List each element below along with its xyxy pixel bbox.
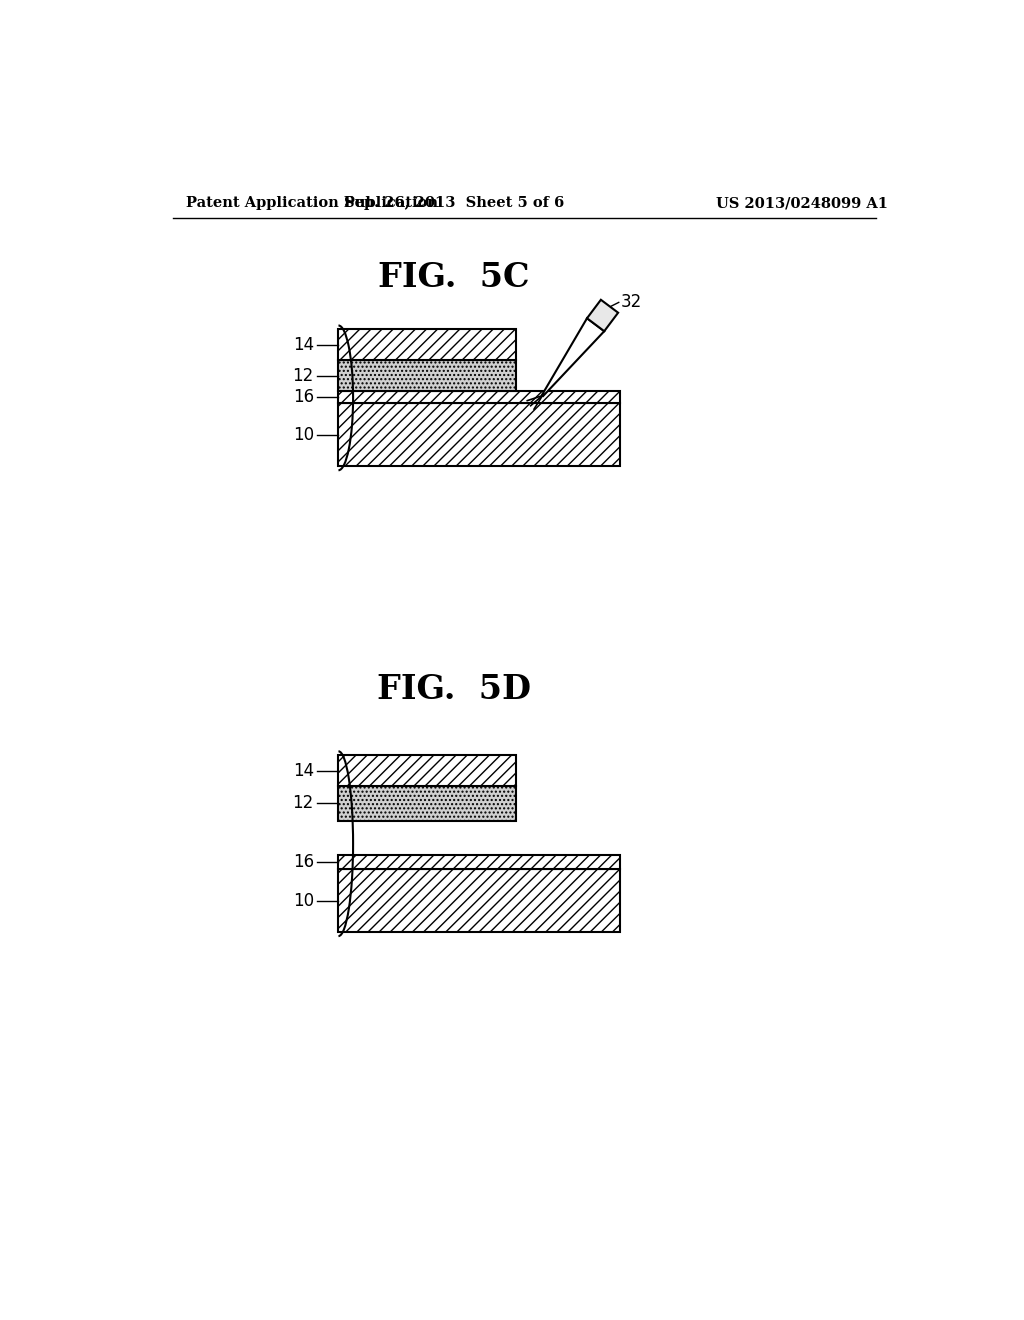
Text: 14: 14 xyxy=(293,335,313,354)
Text: 16: 16 xyxy=(293,388,313,407)
Text: Sep. 26, 2013  Sheet 5 of 6: Sep. 26, 2013 Sheet 5 of 6 xyxy=(344,197,564,210)
Polygon shape xyxy=(587,300,618,331)
Bar xyxy=(339,855,620,869)
Text: FIG.  5C: FIG. 5C xyxy=(378,261,529,294)
Bar xyxy=(339,869,620,932)
Text: 12: 12 xyxy=(293,795,313,812)
Bar xyxy=(339,785,515,821)
Text: 10: 10 xyxy=(293,892,313,909)
Text: US 2013/0248099 A1: US 2013/0248099 A1 xyxy=(716,197,888,210)
Polygon shape xyxy=(542,318,604,396)
Bar xyxy=(339,755,515,785)
Text: 12: 12 xyxy=(293,367,313,384)
Text: Patent Application Publication: Patent Application Publication xyxy=(186,197,438,210)
Text: 10: 10 xyxy=(293,426,313,444)
Text: FIG.  5D: FIG. 5D xyxy=(377,673,531,706)
Text: 16: 16 xyxy=(293,853,313,871)
Bar xyxy=(339,404,620,466)
Bar xyxy=(339,391,620,404)
Bar xyxy=(339,330,515,360)
Bar xyxy=(339,360,515,391)
Text: 32: 32 xyxy=(621,293,641,312)
Text: 14: 14 xyxy=(293,762,313,780)
